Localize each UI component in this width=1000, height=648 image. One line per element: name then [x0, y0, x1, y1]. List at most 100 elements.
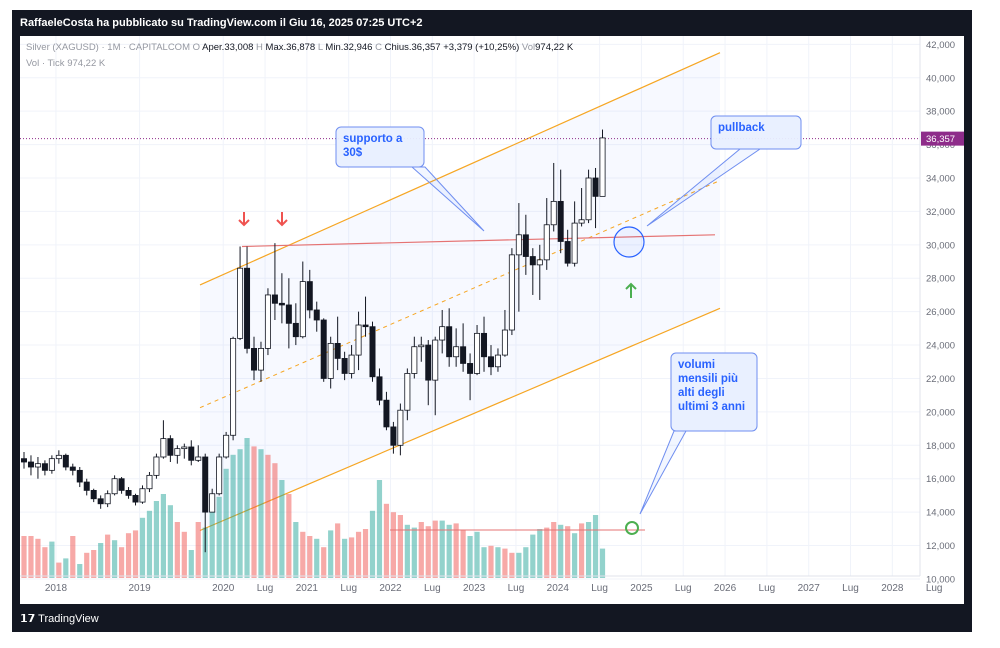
volume-bar — [84, 552, 90, 578]
candle-up — [432, 339, 439, 381]
volume-bar — [105, 534, 111, 578]
price-tick-label: 12,000 — [926, 541, 955, 552]
low-label: L — [317, 42, 323, 53]
candle-down — [167, 438, 174, 456]
candle-up — [474, 332, 481, 374]
candle-up — [404, 373, 411, 411]
candle-down — [320, 319, 327, 379]
candle-up — [237, 267, 244, 339]
volume-bar — [488, 545, 494, 578]
candle-down — [487, 356, 494, 368]
volume-bar — [188, 550, 194, 578]
chart-area[interactable]: supporto a 30$ pullback volumi mensili più al… — [20, 36, 964, 604]
candle-up — [439, 326, 446, 341]
volume-bar — [21, 536, 27, 578]
volume-bar — [70, 536, 76, 578]
candle-down — [41, 463, 48, 471]
candle-up — [348, 354, 355, 374]
symbol-label[interactable]: Silver (XAGUSD) · 1M · CAPITALCOM — [26, 42, 190, 53]
candle-up — [411, 346, 418, 374]
callout-text-line: supporto a — [343, 133, 403, 145]
price-tick-label: 28,000 — [926, 274, 955, 285]
candle-up — [181, 446, 188, 450]
candle-down — [292, 322, 299, 338]
candle-up — [55, 454, 62, 460]
time-tick-label: Lug — [424, 583, 441, 594]
time-tick-label: Lug — [675, 583, 692, 594]
volume-bar — [91, 550, 97, 578]
candle-up — [34, 463, 41, 468]
vol-label: Vol — [521, 42, 536, 53]
price-tick-label: 24,000 — [926, 341, 955, 352]
price-chart[interactable]: supporto a 30$ pullback volumi mensili più al… — [20, 36, 964, 604]
candle-up — [174, 448, 181, 456]
candle-up — [153, 456, 160, 476]
volume-bar — [335, 523, 341, 578]
candle-up — [585, 177, 592, 221]
candle-up — [299, 281, 306, 338]
green-up-arrow-icon — [625, 282, 637, 298]
candle-down — [592, 177, 599, 197]
volume-bar — [565, 526, 571, 578]
candle-up — [216, 456, 223, 495]
volume-bar — [418, 522, 424, 578]
volume-bar — [118, 547, 125, 578]
volume-bar — [174, 522, 180, 578]
candle-down — [522, 234, 529, 257]
time-tick-label: 2027 — [798, 583, 821, 594]
volume-bar — [63, 558, 69, 578]
volume-bar — [439, 520, 445, 578]
volume-bar — [432, 520, 438, 578]
axes: 42,00040,00038,00036,00034,00032,00030,0… — [20, 36, 964, 604]
price-tick-label: 34,000 — [926, 174, 955, 185]
volume-bar — [453, 523, 459, 578]
candle-down — [481, 332, 488, 358]
candle-up — [257, 347, 264, 371]
volume-bar — [592, 515, 599, 578]
candle-up — [104, 493, 111, 505]
volume-bar — [474, 531, 480, 578]
candles — [20, 129, 606, 553]
volume-legend[interactable]: Vol · Tick 974,22 K — [26, 58, 105, 69]
price-axis-bg — [920, 36, 964, 604]
volume-bar — [272, 463, 278, 578]
volume-bar — [362, 529, 369, 578]
candle-down — [76, 469, 83, 483]
volume-bar — [502, 548, 508, 578]
volume-bar — [146, 510, 153, 578]
candle-down — [390, 426, 397, 446]
time-tick-label: 2024 — [547, 583, 570, 594]
support-callout: supporto a 30$ — [335, 126, 485, 232]
candle-up — [508, 254, 515, 331]
candle-up — [355, 324, 362, 356]
volume-bar — [230, 454, 236, 578]
candle-down — [334, 342, 341, 359]
volume-bar — [132, 530, 139, 578]
volume-bar — [460, 530, 466, 578]
price-tick-label: 10,000 — [926, 574, 955, 585]
time-tick-label: 2028 — [881, 583, 904, 594]
time-tick-label: Lug — [257, 583, 274, 594]
volume-bar — [181, 531, 187, 578]
time-tick-label: 2023 — [463, 583, 486, 594]
candle-up — [515, 234, 522, 256]
footer-brand: 𝟭𝟳 TradingView — [12, 606, 972, 632]
candle-down — [125, 489, 132, 496]
callout-box — [670, 352, 758, 432]
low-value: Min.32,946 — [325, 42, 373, 53]
volume-bars — [21, 438, 645, 578]
volume-bar — [265, 454, 271, 578]
volume-bar — [495, 547, 501, 578]
volume-bar — [551, 522, 557, 578]
volume-bar — [279, 480, 285, 578]
volume-bar — [77, 564, 83, 578]
candle-down — [285, 304, 292, 324]
price-tick-label: 18,000 — [926, 441, 955, 452]
time-tick-label: Lug — [508, 583, 525, 594]
candle-up — [223, 434, 230, 458]
candle-up — [550, 200, 557, 226]
price-tick-label: 16,000 — [926, 474, 955, 485]
ohlc-legend: Silver (XAGUSD) · 1M · CAPITALCOM O Aper… — [26, 42, 573, 53]
volume-bar — [467, 536, 473, 578]
volume-bar — [202, 527, 208, 578]
